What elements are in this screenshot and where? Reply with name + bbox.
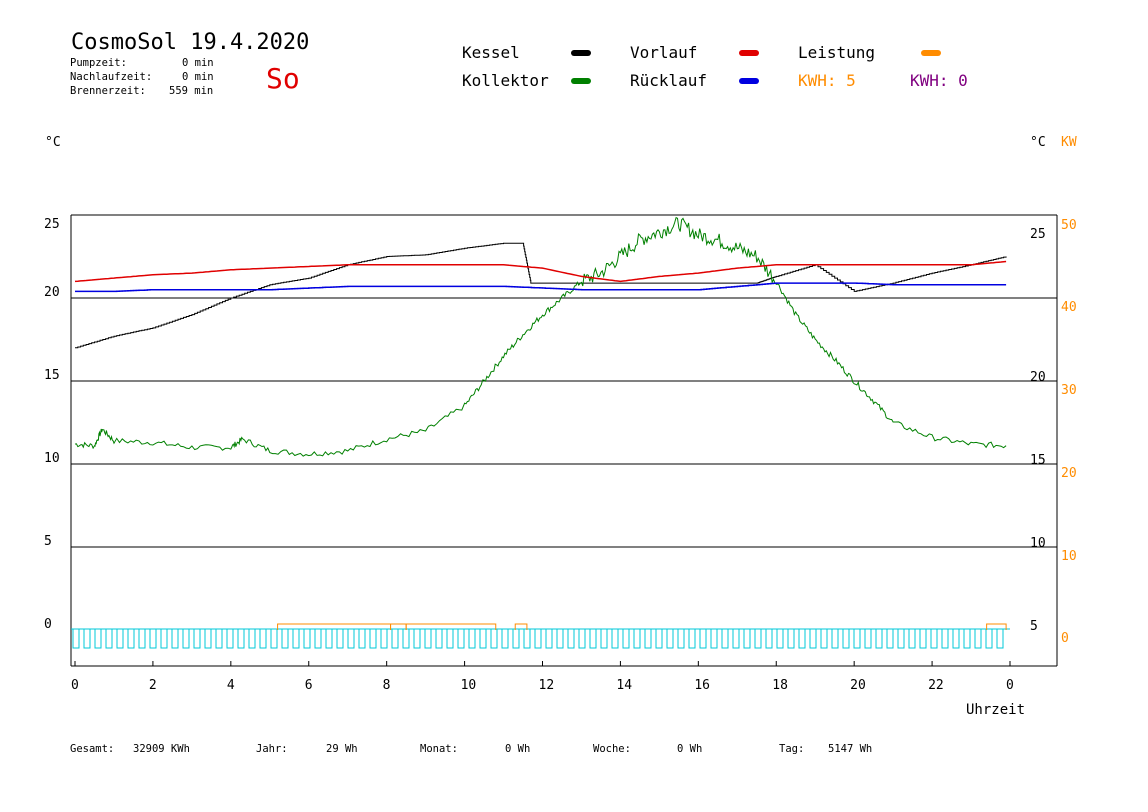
y-right-kw-tick-label: 10 [1061, 549, 1077, 564]
y-right-celsius-tick-label: 20 [1030, 370, 1046, 385]
y-right-kw-tick-label: 0 [1061, 631, 1069, 646]
y-left-tick-label: 10 [44, 451, 60, 466]
footer-gesamt-label: Gesamt: [70, 743, 115, 755]
x-tick-label: 10 [461, 678, 477, 693]
series-line-kessel [75, 242, 1007, 349]
x-tick-label: 22 [928, 678, 944, 693]
footer-jahr-value: 29 Wh [326, 743, 358, 755]
legend-kessel-swatch [571, 50, 591, 56]
legend-vorlauf-label: Vorlauf [630, 43, 698, 62]
x-tick-label: 0 [1006, 678, 1014, 693]
x-tick-label: 4 [227, 678, 235, 693]
legend-leistung-swatch [921, 50, 941, 56]
x-tick-label: 14 [616, 678, 632, 693]
right-axis-unit-celsius: °C [1030, 135, 1046, 150]
footer-gesamt-value: 32909 KWh [133, 743, 190, 755]
legend-vorlauf-swatch [739, 50, 759, 56]
footer-woche-label: Woche: [593, 743, 631, 755]
kwh-value-orange: KWH: 5 [798, 71, 856, 90]
stat-value-pumpzeit: 0 min [182, 57, 214, 69]
x-tick-label: 2 [149, 678, 157, 693]
series-line-kollektor [74, 216, 1007, 457]
weekday-label: So [266, 62, 300, 95]
stat-value-brennerzeit: 559 min [169, 85, 214, 97]
leistung-block [986, 623, 1007, 630]
footer-tag-label: Tag: [779, 743, 805, 755]
stat-label-pumpzeit: Pumpzeit: [70, 57, 127, 69]
x-tick-label: 18 [772, 678, 788, 693]
right-axis-unit-kw: KW [1061, 135, 1077, 150]
footer-woche-value: 0 Wh [677, 743, 703, 755]
left-axis-unit: °C [45, 135, 61, 150]
legend-leistung-label: Leistung [798, 43, 876, 62]
x-tick-label: 6 [305, 678, 313, 693]
leistung-block [514, 623, 528, 630]
y-left-tick-label: 15 [44, 368, 60, 383]
x-tick-label: 20 [850, 678, 866, 693]
y-left-tick-label: 25 [44, 217, 60, 232]
x-tick-label: 16 [694, 678, 710, 693]
y-left-tick-label: 20 [44, 285, 60, 300]
series-line-rcklauf [75, 282, 1007, 293]
x-axis-label: Uhrzeit [966, 702, 1026, 718]
y-right-kw-tick-label: 40 [1061, 300, 1077, 315]
footer-monat-value: 0 Wh [505, 743, 531, 755]
x-tick-label: 0 [71, 678, 79, 693]
pump-status-trace [72, 629, 1004, 649]
legend-kollektor-swatch [571, 78, 591, 84]
y-left-tick-label: 5 [44, 534, 52, 549]
y-right-celsius-tick-label: 10 [1030, 536, 1046, 551]
x-tick-label: 12 [539, 678, 555, 693]
legend-ruecklauf-label: Rücklauf [630, 71, 708, 90]
y-right-kw-tick-label: 30 [1061, 383, 1077, 398]
stat-value-nachlaufzeit: 0 min [182, 71, 214, 83]
y-left-tick-label: 0 [44, 617, 52, 632]
stat-label-brennerzeit: Brennerzeit: [70, 85, 146, 97]
footer-tag-value: 5147 Wh [828, 743, 873, 755]
page-title: CosmoSol 19.4.2020 [71, 30, 310, 55]
footer-jahr-label: Jahr: [256, 743, 288, 755]
footer-monat-label: Monat: [420, 743, 458, 755]
y-right-kw-tick-label: 50 [1061, 218, 1077, 233]
kwh-value-purple: KWH: 0 [910, 71, 968, 90]
legend-ruecklauf-swatch [739, 78, 759, 84]
y-right-celsius-tick-label: 5 [1030, 619, 1038, 634]
legend-kollektor-label: Kollektor [462, 71, 549, 90]
leistung-block [405, 623, 497, 630]
y-right-celsius-tick-label: 15 [1030, 453, 1046, 468]
series-line-vorlauf [74, 260, 1007, 283]
stat-label-nachlaufzeit: Nachlaufzeit: [70, 71, 153, 83]
x-tick-label: 8 [383, 678, 391, 693]
y-right-celsius-tick-label: 25 [1030, 227, 1046, 242]
legend-kessel-label: Kessel [462, 43, 520, 62]
y-right-kw-tick-label: 20 [1061, 466, 1077, 481]
